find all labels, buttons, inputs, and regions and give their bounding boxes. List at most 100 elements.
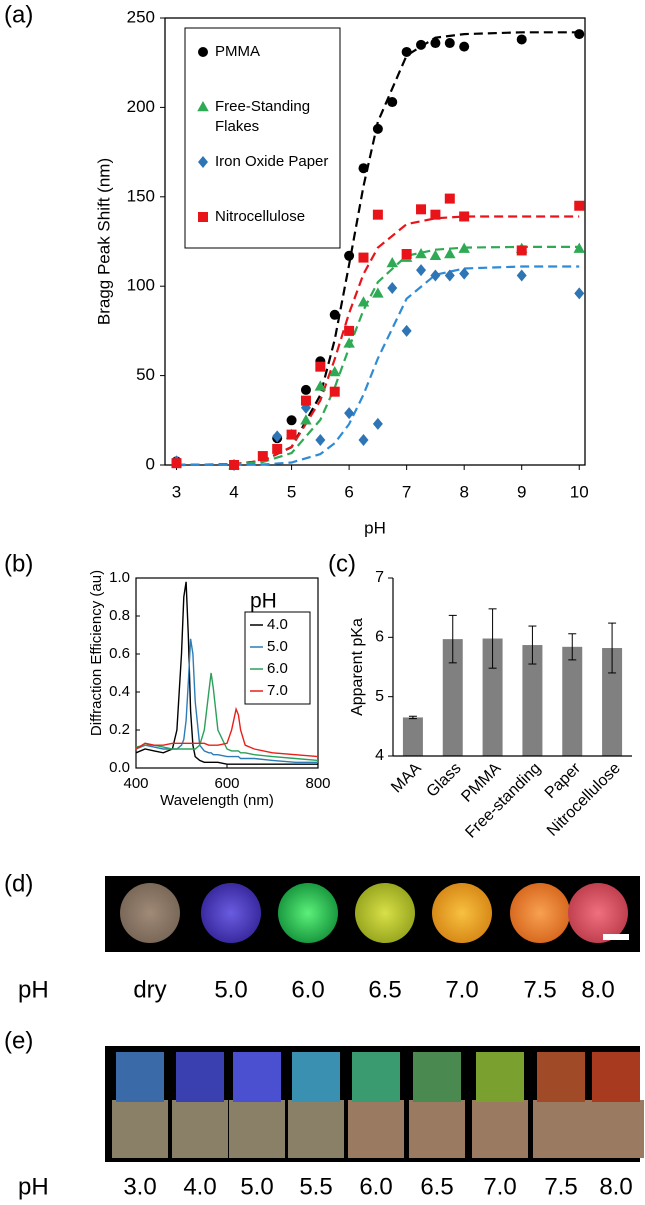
legend-box	[244, 611, 311, 705]
marker	[372, 417, 383, 430]
marker	[344, 250, 355, 261]
marker	[329, 309, 340, 320]
sample-label: 5.0	[240, 1173, 273, 1200]
marker	[516, 34, 527, 45]
marker	[430, 269, 441, 282]
y-axis-label: Bragg Peak Shift (nm)	[94, 158, 113, 325]
sample-label: 7.0	[445, 976, 478, 1003]
sample-label: 6.5	[420, 1173, 453, 1200]
marker	[430, 209, 441, 220]
marker	[444, 269, 455, 282]
marker	[344, 407, 355, 420]
sample-top	[116, 1052, 164, 1102]
x-tick-label: 10	[570, 482, 589, 501]
bar	[602, 648, 623, 756]
axis-label: pH	[18, 976, 49, 1003]
x-tick-label: 4	[229, 482, 238, 501]
marker	[516, 245, 527, 256]
marker	[198, 47, 208, 57]
marker	[357, 296, 370, 307]
sample-bottom	[348, 1100, 404, 1158]
sample-bottom	[172, 1100, 228, 1158]
y-tick-label: 0.2	[109, 721, 130, 738]
sample-top	[292, 1052, 340, 1102]
sample-label: 6.0	[359, 1173, 392, 1200]
marker	[574, 200, 585, 211]
legend-label-box: Iron Oxide Paper	[215, 153, 329, 170]
bar	[402, 717, 423, 756]
marker	[416, 264, 427, 277]
marker	[198, 156, 208, 168]
sample-bottom	[533, 1100, 589, 1158]
marker	[257, 451, 268, 462]
legend-label: 7.0	[267, 682, 288, 699]
x-tick-label: 9	[517, 482, 526, 501]
legend-label: PMMA	[215, 43, 260, 60]
marker	[574, 29, 585, 40]
panel-label: (d)	[4, 870, 33, 897]
y-axis-label: Diffraction Efficiency (au)	[88, 570, 105, 736]
panel-label: (c)	[328, 550, 356, 577]
x-tick-label: 8	[459, 482, 468, 501]
marker	[198, 212, 208, 222]
sample-bottom	[409, 1100, 465, 1158]
bar	[562, 646, 583, 756]
legend-label: 4.0	[267, 616, 288, 633]
y-tick-label: 100	[127, 276, 155, 295]
marker	[171, 458, 182, 469]
sample-top	[537, 1052, 585, 1102]
marker	[444, 193, 455, 204]
marker	[272, 443, 283, 454]
marker	[416, 204, 427, 215]
sample-photo	[355, 883, 415, 943]
y-tick-label: 1.0	[109, 569, 130, 586]
y-tick-label: 0.0	[109, 759, 130, 776]
spectrum-line	[135, 581, 318, 765]
legend-label: Free-Standing Flakes	[215, 98, 311, 135]
sample-label: 6.5	[368, 976, 401, 1003]
fit-curve	[176, 265, 580, 467]
y-tick-label: 4	[375, 747, 384, 764]
marker	[358, 433, 369, 446]
marker	[573, 242, 585, 253]
sample-label: 8.0	[581, 976, 614, 1003]
spectrum-line	[135, 706, 319, 758]
legend-label: Nitrocellulose	[215, 208, 306, 225]
marker	[459, 267, 470, 280]
marker	[286, 429, 297, 440]
marker	[372, 209, 383, 220]
sample-bottom	[112, 1100, 168, 1158]
marker	[459, 41, 470, 52]
axis-label: pH	[18, 1173, 49, 1200]
legend-label: Iron Oxide Paper	[215, 153, 329, 170]
marker	[314, 380, 327, 391]
y-tick-label: 0.4	[109, 683, 130, 700]
sample-photo	[278, 883, 338, 943]
marker	[430, 38, 441, 49]
legend-box	[184, 27, 341, 249]
sample-label: 5.5	[299, 1173, 332, 1200]
panel-label: (b)	[4, 550, 33, 577]
legend-label: 6.0	[267, 660, 288, 677]
sample-label: 8.0	[599, 1173, 632, 1200]
x-tick-label: 600	[214, 775, 239, 792]
sample-bottom	[588, 1100, 644, 1158]
y-tick-label: 5	[375, 688, 384, 705]
sample-photo	[432, 883, 492, 943]
sample-photo	[510, 883, 570, 943]
marker	[229, 460, 240, 470]
marker	[444, 248, 456, 259]
bar	[482, 638, 503, 756]
marker	[315, 361, 326, 372]
sample-label: 4.0	[183, 1173, 216, 1200]
legend-label-box: Free-Standing Flakes	[215, 98, 311, 135]
sample-bottom	[288, 1100, 344, 1158]
sample-top	[352, 1052, 400, 1102]
y-tick-label: 6	[375, 629, 384, 646]
marker	[516, 269, 527, 282]
marker	[372, 287, 384, 298]
marker	[286, 415, 297, 426]
sample-top	[233, 1052, 281, 1102]
sample-label: 7.5	[523, 976, 556, 1003]
